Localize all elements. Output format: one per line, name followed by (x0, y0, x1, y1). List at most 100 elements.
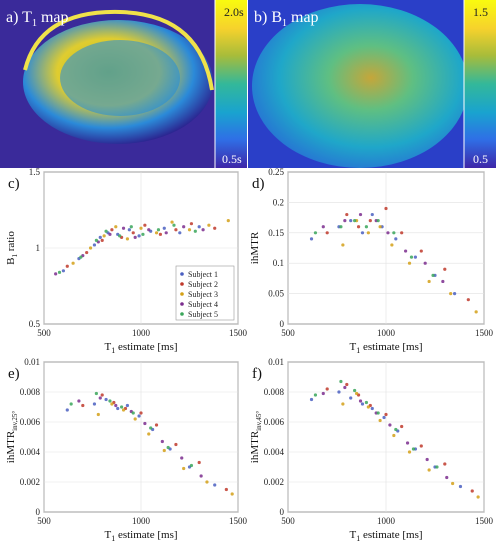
data-point (120, 405, 124, 409)
data-point (147, 432, 151, 436)
data-point (108, 399, 112, 403)
data-point (360, 402, 365, 406)
y-axis-label: ihMTRinv,25° (5, 411, 19, 464)
y-axis-label: ihMTRinv,45° (249, 411, 263, 464)
data-point (199, 474, 203, 478)
data-point (213, 483, 217, 487)
data-point (160, 439, 164, 444)
data-point (121, 408, 126, 412)
data-point (114, 403, 118, 408)
data-point (174, 228, 178, 232)
data-point (65, 264, 69, 268)
y-axis-label: B1 ratio (5, 231, 19, 265)
data-point (110, 228, 114, 232)
data-point (339, 225, 343, 229)
data-point (79, 255, 83, 259)
data-point (404, 249, 408, 253)
data-point (407, 261, 412, 265)
data-point (139, 226, 143, 230)
data-point (164, 231, 168, 235)
data-point (313, 231, 318, 235)
data-point (133, 235, 137, 239)
data-point (92, 402, 97, 406)
data-point (366, 405, 370, 409)
data-point (108, 232, 112, 236)
data-point (147, 228, 151, 232)
data-point (451, 481, 455, 486)
data-point (197, 460, 201, 465)
x-tick-label: 1000 (377, 516, 396, 526)
t1-colorbar (215, 0, 247, 168)
data-point (309, 397, 314, 402)
b1-panel-label: b) B1 map (254, 9, 319, 29)
chart-d: 500 1000 1500 0 0.05 0.1 0.15 0.2 0.25d) T1 estim… (249, 167, 494, 355)
data-point (474, 310, 478, 314)
data-point (353, 219, 357, 223)
chart-c: 500 1000 1500 0.5 1 1.5 c) T1 estimate [ms] B1 r… (5, 167, 248, 355)
data-point (445, 475, 449, 480)
t1-skull-outline (23, 9, 214, 91)
data-point (405, 441, 410, 445)
data-point (131, 231, 135, 235)
data-point (427, 279, 431, 284)
data-point (313, 393, 318, 397)
y-tick-label: 0.25 (268, 167, 284, 177)
panel-label: c) (8, 176, 20, 192)
data-point (201, 228, 205, 232)
data-point (343, 385, 347, 390)
y-tick-label: 0.5 (29, 319, 41, 329)
data-point (470, 489, 474, 493)
x-tick-label: 500 (281, 516, 295, 526)
data-point (309, 237, 314, 241)
t1-colorbar-top-label: 2.0s (224, 5, 244, 19)
data-point (143, 223, 147, 227)
data-point (427, 468, 431, 472)
t1-colorbar-bottom-label: 0.5s (222, 152, 242, 166)
data-point (230, 492, 234, 496)
data-point (205, 480, 209, 484)
data-point (149, 426, 153, 430)
data-point (77, 399, 81, 403)
data-point (384, 206, 388, 211)
data-point (156, 228, 161, 232)
data-point (121, 226, 126, 230)
data-point (158, 232, 162, 236)
data-point (400, 231, 404, 235)
data-point (102, 234, 106, 238)
data-point (449, 292, 453, 296)
scatter-charts: 500 1000 1500 0.5 1 1.5 c) T1 estimate [ms] B1 r… (5, 167, 494, 542)
legend-marker (180, 292, 184, 296)
data-point (174, 442, 178, 447)
data-point (392, 433, 396, 438)
data-point (54, 272, 58, 276)
data-point (71, 261, 75, 265)
legend-marker (180, 302, 184, 306)
x-tick-label: 1000 (377, 328, 396, 338)
panel-label: d) (252, 176, 265, 192)
data-point (419, 444, 423, 448)
data-point (133, 417, 137, 421)
y-tick-label: 1.5 (29, 167, 41, 177)
data-point (386, 231, 390, 235)
legend-marker (180, 312, 184, 316)
data-point (360, 231, 365, 235)
x-tick-label: 1500 (475, 328, 494, 338)
panel-label: f) (252, 366, 262, 382)
data-point (178, 231, 182, 235)
y-tick-label: 0.006 (20, 417, 41, 427)
x-tick-label: 500 (37, 328, 51, 338)
data-point (170, 220, 174, 224)
data-point (116, 406, 120, 411)
data-point (131, 411, 135, 415)
data-point (143, 421, 147, 426)
data-point (325, 231, 329, 235)
data-point (443, 462, 447, 466)
data-point (92, 243, 97, 247)
data-point (345, 382, 349, 387)
data-point (154, 231, 159, 235)
y-tick-label: 0.15 (268, 228, 284, 238)
y-tick-label: 0.2 (273, 197, 284, 207)
data-point (349, 219, 353, 223)
data-point (356, 225, 361, 229)
